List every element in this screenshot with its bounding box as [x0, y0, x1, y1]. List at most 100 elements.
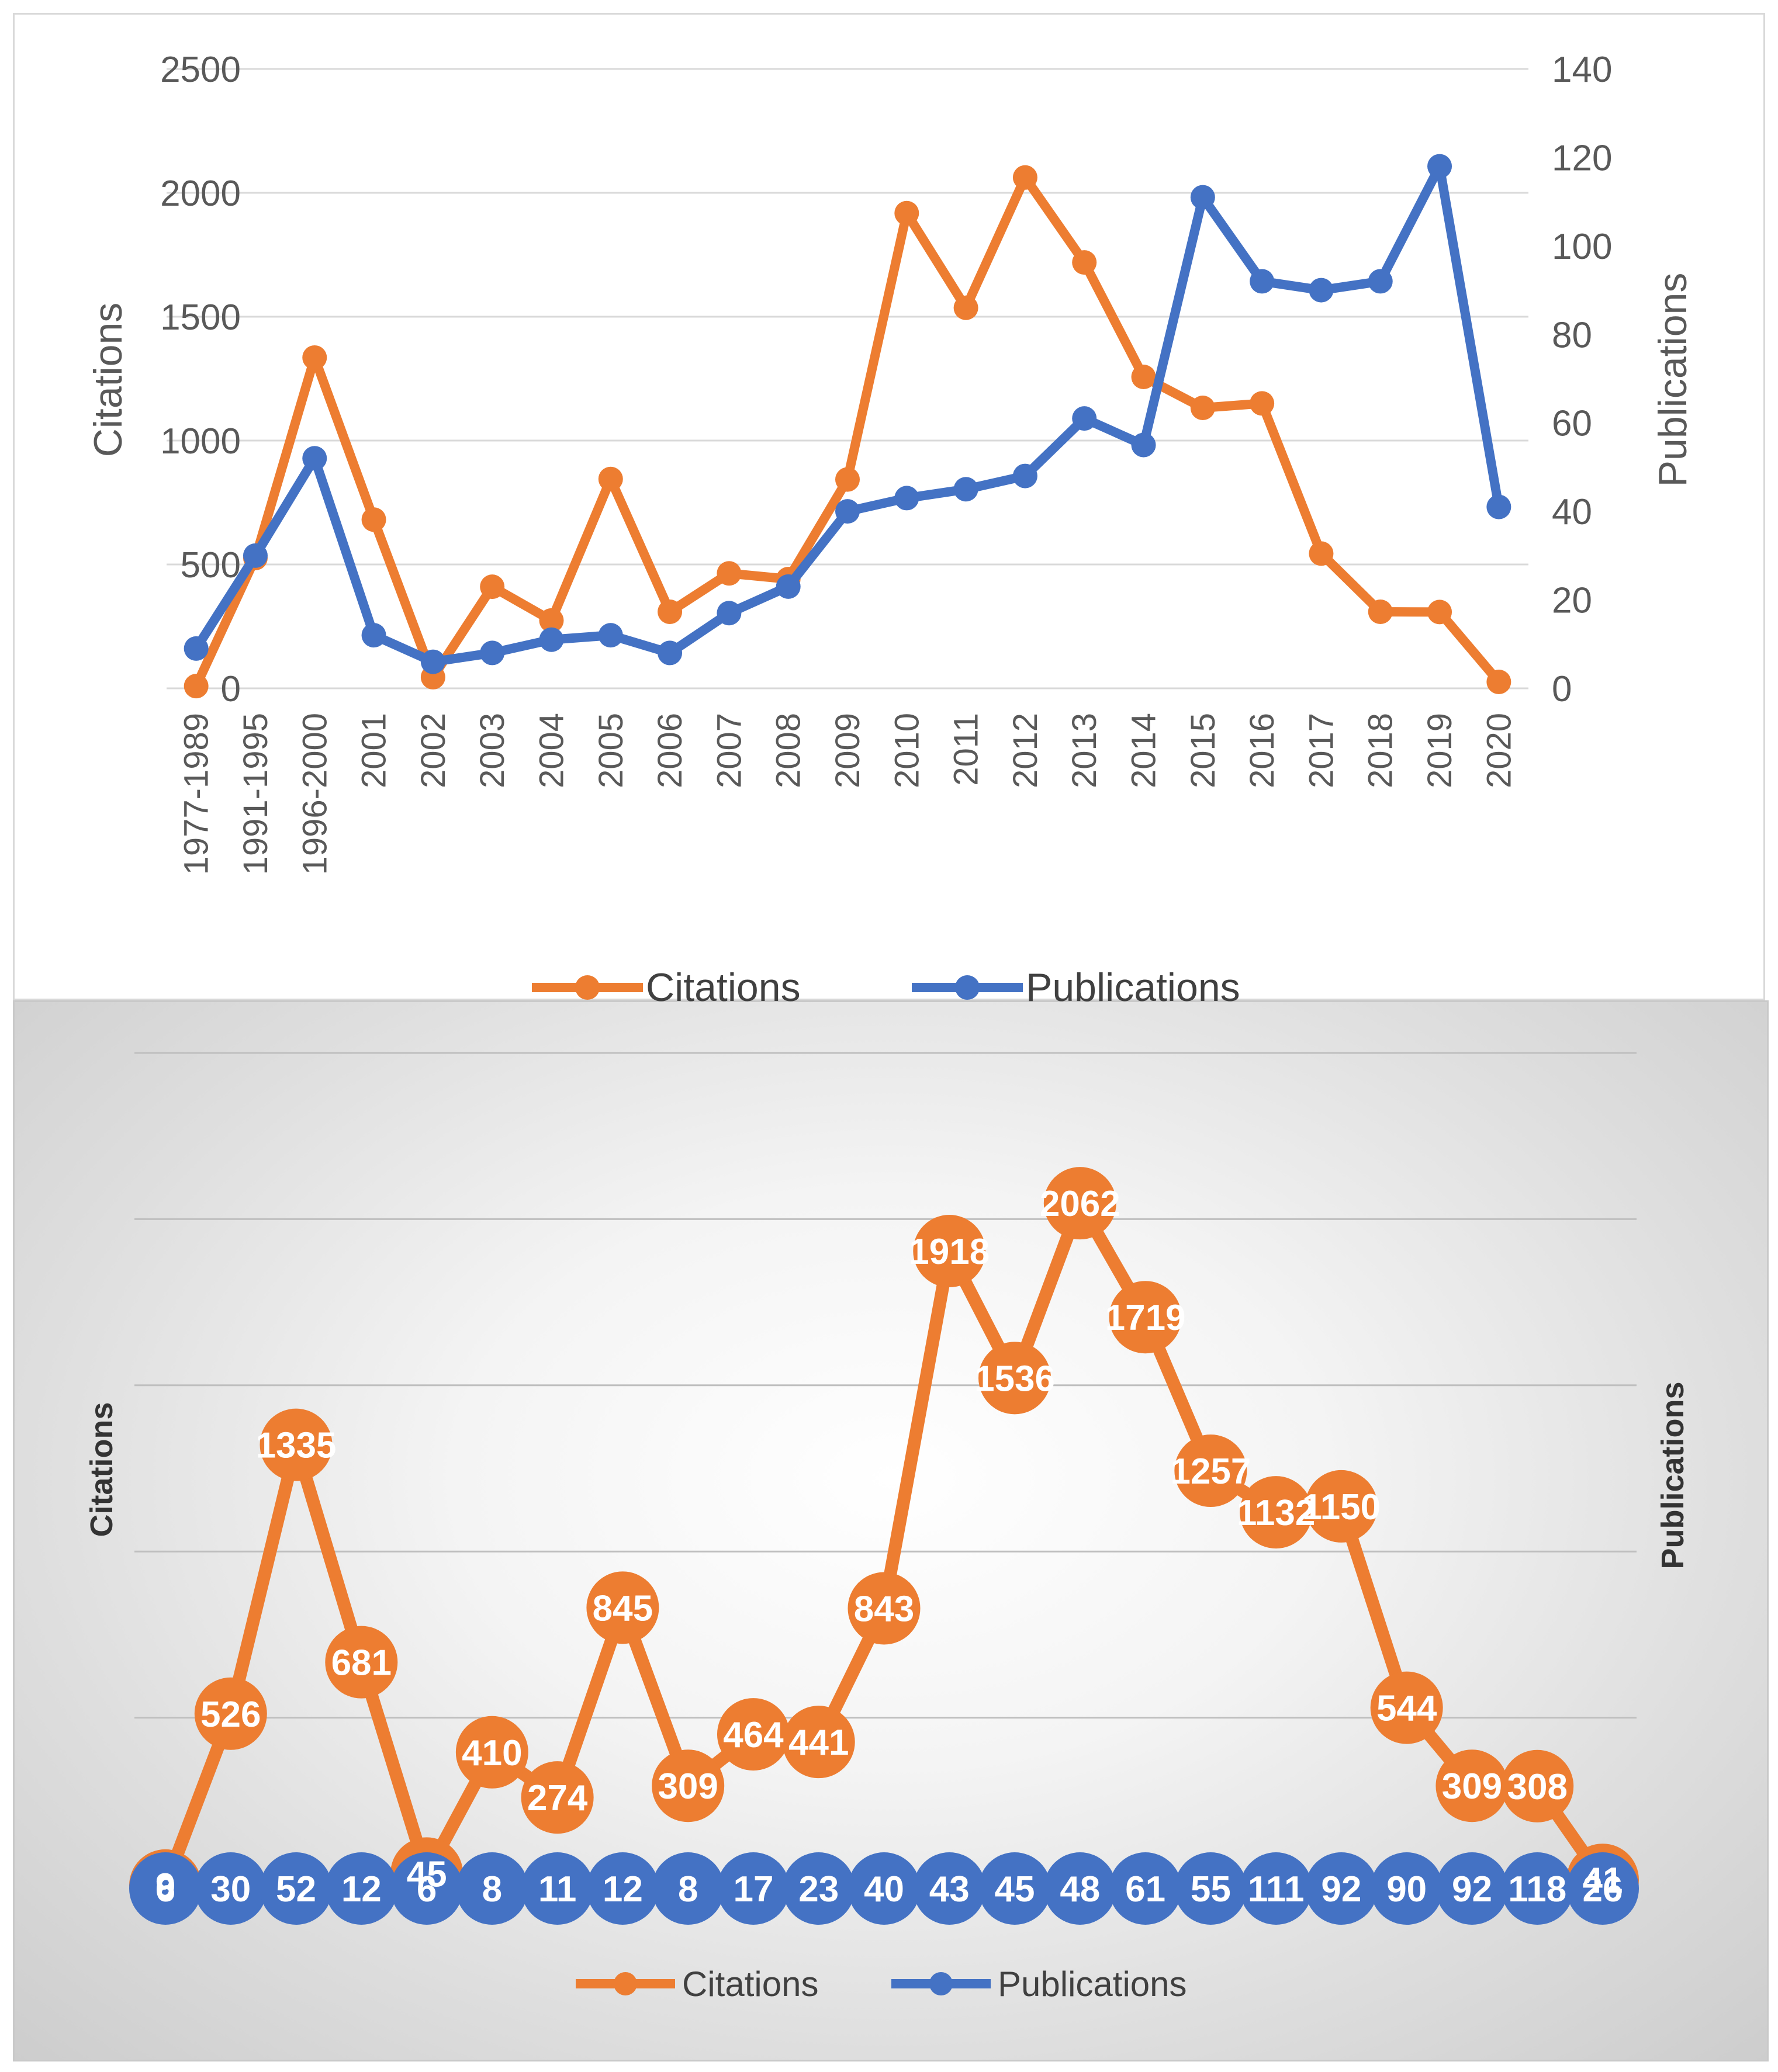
publications-data-label: 12 [341, 1869, 382, 1910]
citations-point [1174, 1435, 1247, 1508]
citations-point [1486, 669, 1511, 694]
top-chart-x-tick-label: 2012 [1006, 713, 1044, 788]
legend-label: Publications [998, 1964, 1187, 2004]
citations-data-label: 2062 [1040, 1184, 1120, 1224]
bottom-chart-y2-axis-label: Publications [1655, 1381, 1690, 1569]
publications-data-label: 8 [482, 1869, 502, 1910]
citations-data-label: 9 [155, 1866, 175, 1907]
citations-point [848, 1572, 921, 1645]
top-chart-x-tick-label: 2006 [651, 713, 689, 788]
citations-data-label: 843 [854, 1589, 914, 1630]
top-chart-gridlines [167, 68, 1528, 689]
citations-series [129, 1167, 1639, 1922]
citations-point [1309, 541, 1334, 566]
top-chart-y2-tick-label: 140 [1552, 50, 1612, 90]
citations-point [913, 1215, 986, 1288]
publications-point [1501, 1852, 1574, 1925]
citations-data-label: 308 [1507, 1767, 1568, 1807]
citations-point [658, 599, 683, 624]
top-chart-x-tick-label: 2020 [1480, 713, 1518, 788]
publications-point [1566, 1852, 1639, 1925]
publications-point [717, 1852, 790, 1925]
publications-data-label: 48 [1060, 1869, 1100, 1910]
citations-point [521, 1761, 594, 1834]
citations-data-label: 441 [788, 1723, 849, 1763]
citations-data-label: 309 [1442, 1766, 1502, 1807]
citations-point [978, 1342, 1051, 1415]
publications-point [978, 1852, 1051, 1925]
top-chart-y-tick-label: 0 [221, 669, 241, 709]
publications-point [1109, 1852, 1182, 1925]
top-chart-left-axis: 0 500 1000 1500 2000 2500 [160, 50, 241, 709]
legend-publications: Publications [912, 965, 1240, 1010]
citations-point [325, 1626, 398, 1699]
publications-point [243, 543, 268, 568]
publications-point [455, 1852, 528, 1925]
top-chart-x-tick-label: 2016 [1243, 713, 1281, 788]
bottom-chart-y-axis-label: Citations [84, 1402, 119, 1537]
publications-point [1131, 432, 1156, 458]
top-chart-x-tick-label: 2019 [1421, 713, 1459, 788]
top-chart-x-tick-label: 2002 [414, 713, 452, 788]
top-chart-y2-tick-label: 80 [1552, 315, 1592, 355]
legend-label: Citations [646, 965, 801, 1010]
citations-point [480, 574, 505, 600]
citations-data-label: 1536 [974, 1359, 1055, 1399]
citations-point [1190, 396, 1215, 421]
top-chart-y-tick-label: 500 [181, 545, 241, 585]
top-chart-x-tick-label: 2014 [1125, 713, 1163, 788]
publications-point [953, 477, 978, 502]
publications-point [194, 1852, 267, 1925]
publications-data-label: 92 [1452, 1869, 1492, 1910]
publications-data-label: 111 [1248, 1869, 1305, 1910]
citations-data-label: 681 [331, 1643, 392, 1683]
citations-data-label: 1719 [1105, 1298, 1186, 1338]
top-chart-legend: Citations Publications [532, 965, 1240, 1010]
publications-point [586, 1852, 659, 1925]
citations-point [1012, 165, 1037, 190]
top-chart-x-tick-label: 2013 [1066, 713, 1104, 788]
top-chart-y-tick-label: 1000 [160, 421, 241, 462]
top-chart-x-tick-label: 2009 [829, 713, 867, 788]
top-chart-y-tick-label: 2000 [160, 174, 241, 214]
publications-point [1370, 1852, 1443, 1925]
publications-point [1309, 278, 1334, 303]
citations-point [1250, 391, 1275, 416]
legend-label: Citations [682, 1964, 818, 2004]
publications-data-label: 17 [733, 1869, 773, 1910]
publications-line [192, 161, 1504, 667]
top-chart-x-tick-label: 2011 [947, 713, 985, 786]
citations-point [194, 1677, 267, 1750]
publications-point [129, 1852, 202, 1925]
publications-data-label: 26 [1583, 1869, 1623, 1910]
citations-series [184, 165, 1511, 699]
bottom-chart-legend: Citations Publications [576, 1964, 1187, 2004]
publications-data-label: 40 [864, 1869, 904, 1910]
top-chart-x-tick-label: 2017 [1302, 713, 1340, 788]
citations-point [1368, 599, 1393, 624]
publications-data-label: 61 [1125, 1869, 1165, 1910]
top-chart-series [184, 154, 1511, 699]
top-chart-x-tick-label: 2018 [1362, 713, 1400, 788]
legend-citations: Citations [532, 965, 801, 1010]
top-chart-x-axis: 1977-1989 1991-1995 1996-2000 2001 2002 2003 2… [178, 713, 1518, 875]
top-chart-x-tick-label: 2003 [473, 713, 511, 788]
citations-point [1435, 1749, 1509, 1822]
citations-data-label: 410 [462, 1733, 522, 1773]
citations-point [184, 674, 209, 699]
publications-point [521, 1852, 594, 1925]
publications-point [1072, 406, 1097, 431]
legend-publications: Publications [891, 1964, 1187, 2004]
top-chart-x-tick-label: 2007 [710, 713, 748, 788]
publications-point [1240, 1852, 1313, 1925]
citations-point [1501, 1749, 1574, 1822]
publications-point [1305, 1852, 1378, 1925]
citations-line [192, 172, 1503, 688]
publications-point [848, 1852, 921, 1925]
citations-point [1072, 250, 1097, 275]
publications-series [129, 1852, 1639, 1925]
publications-point [1190, 185, 1215, 210]
publications-point [1486, 494, 1511, 519]
